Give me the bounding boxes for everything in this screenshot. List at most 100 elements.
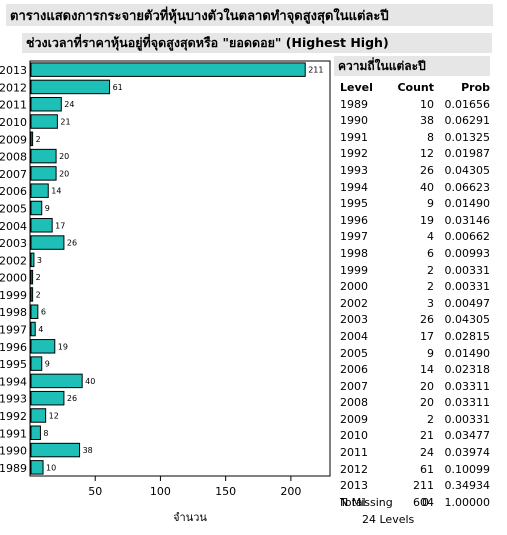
prob-cell: 0.00993 [444,246,491,260]
level-cell: 1995 [340,197,368,211]
level-cell: 1992 [340,147,368,161]
x-tick-label: 100 [150,485,171,498]
prob-cell: 0.00662 [444,230,491,244]
bar [30,442,81,458]
level-cell: 2004 [340,329,368,343]
bar [30,96,62,112]
level-cell: 1999 [340,263,368,277]
report-title: ตารางแสดงการกระจายตัวที่หุ้นบางตัวในตลาด… [6,4,493,26]
n-missing-row: N Missing 0 [340,496,429,509]
category-label: 2011 [0,99,27,112]
category-label: 1991 [0,427,27,440]
category-label: 1994 [0,375,27,388]
category-label: 1999 [0,289,27,302]
data-label: 24 [64,100,74,109]
table-row: 1989 10 0.01656 [340,97,490,114]
total-label: Total [340,495,366,509]
level-cell: 2000 [340,280,368,294]
table-row: 2008 20 0.03311 [340,395,490,412]
x-tick-label: 200 [280,485,301,498]
table-row: 1998 6 0.00993 [340,246,490,263]
count-cell: 2 [427,280,434,294]
bar [30,200,43,216]
data-label: 19 [58,342,68,351]
data-label: 3 [37,256,42,265]
data-label: 26 [67,239,77,248]
bar [30,131,34,147]
bar [30,148,57,164]
level-cell: 2005 [340,346,368,360]
frequency-table: Level Count Prob 1989 10 0.01656 1990 38 0.06… [340,80,490,511]
bar [30,287,34,302]
count-cell: 19 [420,213,434,227]
category-label: 2006 [0,185,27,198]
level-cell: 2013 [340,479,368,493]
bar [30,183,49,198]
level-cell: 2006 [340,363,368,377]
category-label: 2013 [0,64,27,77]
table-row: 1993 26 0.04305 [340,163,490,180]
category-label: 1997 [0,324,27,337]
count-cell: 20 [420,379,434,393]
count-cell: 9 [427,197,434,211]
prob-cell: 0.06291 [444,114,491,128]
category-label: 2009 [0,133,27,146]
bar [30,166,57,181]
bar [30,408,47,423]
table-row: 2007 20 0.03311 [340,379,490,396]
data-label: 12 [49,411,59,420]
prob-cell: 0.06623 [444,180,491,194]
prob-cell: 0.01490 [444,346,491,360]
prob-cell: 0.01490 [444,197,491,211]
category-label: 1992 [0,410,27,423]
table-row: 1996 19 0.03146 [340,213,490,230]
count-cell: 24 [420,446,434,460]
level-cell: 2012 [340,462,368,476]
bar [30,79,111,95]
table-row: 2013 211 0.34934 [340,478,490,495]
table-row: 2006 14 0.02318 [340,362,490,379]
bar [30,114,58,129]
table-row: 2000 2 0.00331 [340,279,490,296]
header-count: Count [397,81,434,94]
n-missing-value: 0 [422,496,429,509]
data-label: 9 [45,204,50,213]
total-row: Total 604 1.00000 [340,495,490,512]
prob-cell: 0.03477 [444,429,491,443]
category-label: 1995 [0,358,27,371]
count-cell: 2 [427,412,434,426]
category-label: 2002 [0,254,27,267]
table-row: 1999 2 0.00331 [340,263,490,280]
table-row: 1991 8 0.01325 [340,130,490,147]
prob-cell: 0.04305 [444,163,491,177]
count-cell: 9 [427,346,434,360]
level-cell: 1993 [340,163,368,177]
bar [30,235,65,250]
count-cell: 38 [420,114,434,128]
category-label: 1998 [0,306,27,319]
table-row: 1997 4 0.00662 [340,229,490,246]
category-label: 1993 [0,393,27,406]
table-row: 2005 9 0.01490 [340,346,490,363]
table-row: 2002 3 0.00497 [340,296,490,313]
count-cell: 61 [420,462,434,476]
prob-cell: 0.03974 [444,446,491,460]
data-label: 211 [308,66,323,75]
header-level: Level [340,81,373,94]
prob-cell: 0.04305 [444,313,491,327]
table-row: 1992 12 0.01987 [340,146,490,163]
category-label: 2004 [0,220,27,233]
level-cell: 1991 [340,130,368,144]
bar [30,62,306,77]
level-cell: 2010 [340,429,368,443]
data-label: 21 [60,118,70,127]
bar [30,321,36,337]
table-row: 2011 24 0.03974 [340,445,490,462]
category-label: 2012 [0,81,27,94]
level-cell: 1996 [340,213,368,227]
table-row: 1995 9 0.01490 [340,196,490,213]
data-label: 10 [46,463,56,472]
table-row: 2003 26 0.04305 [340,312,490,329]
data-label: 40 [85,377,95,386]
